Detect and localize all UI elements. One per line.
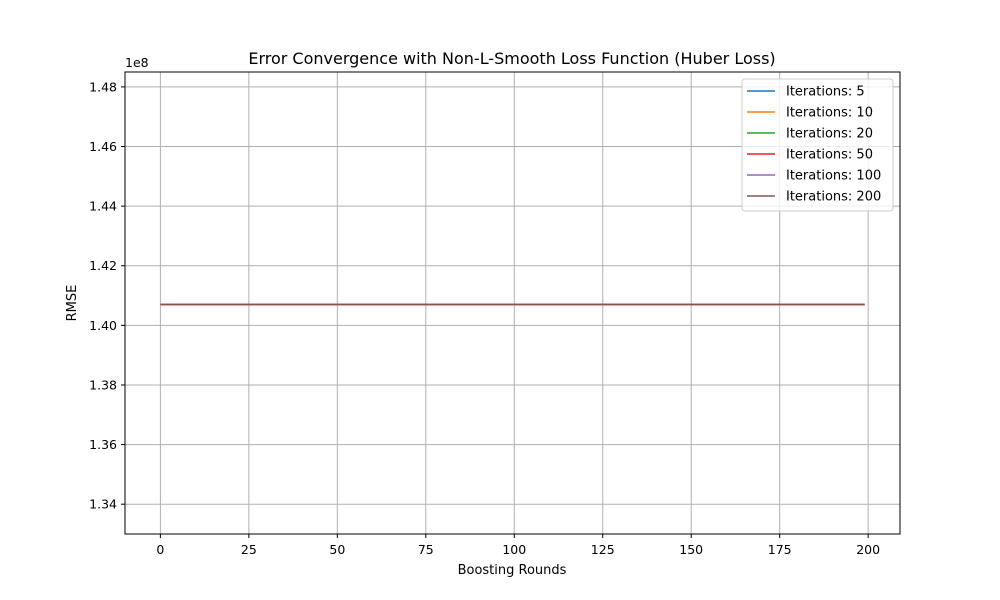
legend-box [741,78,894,212]
y-tick-label: 1.34 [89,497,117,512]
y-tick-label: 1.44 [89,199,117,214]
y-axis-offset-label: 1e8 [125,55,149,70]
y-tick-label: 1.36 [89,437,117,452]
x-tick-label: 25 [241,542,257,557]
y-tick-label: 1.42 [89,258,117,273]
y-tick-label: 1.48 [89,79,117,94]
x-tick-label: 175 [768,542,792,557]
x-tick-label: 200 [856,542,880,557]
legend-entry-label: Iterations: 10 [786,106,873,121]
y-axis-label: RMSE [65,285,80,322]
x-tick-label: 100 [502,542,526,557]
x-axis-label: Boosting Rounds [458,563,567,578]
legend: Iterations: 5 Iterations: 10 Iterations: 2… [741,78,894,212]
y-tick-label: 1.38 [89,377,117,392]
y-tick-label: 1.46 [89,139,117,154]
legend-entry-label: Iterations: 20 [786,127,873,142]
x-tick-label: 50 [329,542,345,557]
y-axis-ticks: 1.34 1.36 1.38 1.40 1.42 1.44 1.46 1.48 [89,79,125,512]
y-tick-label: 1.40 [89,318,117,333]
legend-entry-label: Iterations: 100 [786,169,881,184]
x-tick-label: 0 [156,542,164,557]
legend-entry-label: Iterations: 5 [786,85,865,100]
legend-entry-label: Iterations: 50 [786,148,873,163]
x-tick-label: 150 [679,542,703,557]
grid [125,72,900,534]
x-axis-ticks: 0 25 50 75 100 125 150 175 200 [156,534,880,557]
legend-entry-label: Iterations: 200 [786,190,881,205]
x-tick-label: 75 [418,542,434,557]
chart-title: Error Convergence with Non-L-Smooth Loss… [248,49,775,68]
x-tick-label: 125 [591,542,615,557]
plot-area-frame [124,71,901,535]
